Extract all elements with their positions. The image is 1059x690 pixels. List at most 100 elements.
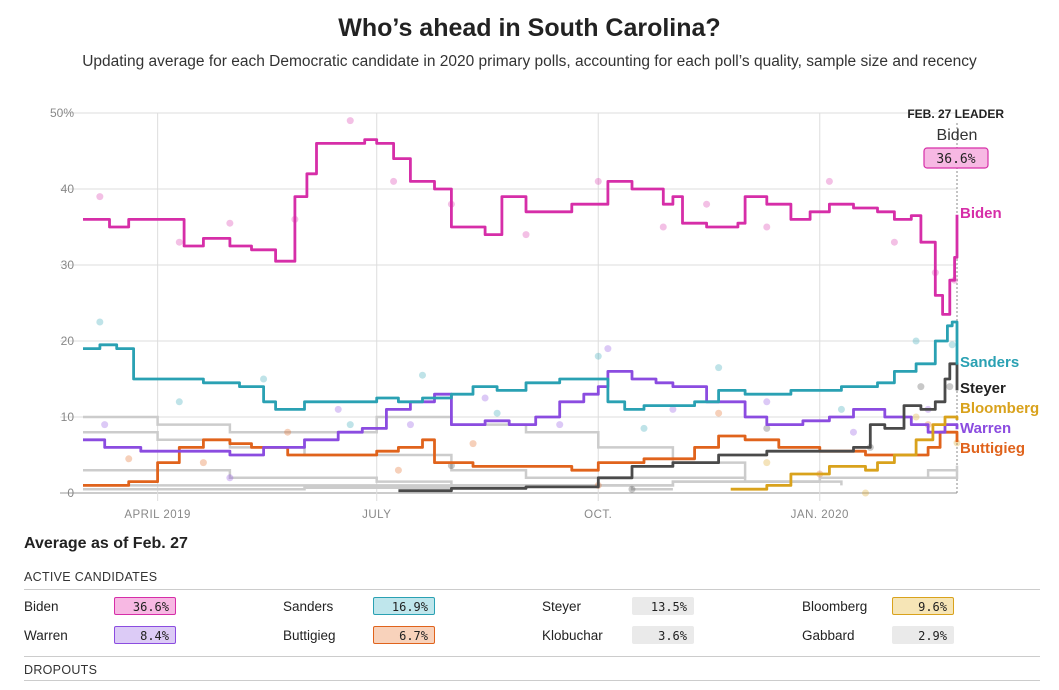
candidate-row: Biden 36.6% Sanders 16.9% Steyer 13.5% Bloombe… [24,596,1040,618]
poll-average-chart[interactable]: 0 10 20 30 40 50% APRIL 2019 JULY OCT. JAN. 2020 B… [0,95,1059,530]
poll-dot[interactable] [890,238,898,246]
candidate-series-lines [83,138,959,493]
poll-dot[interactable] [125,455,133,463]
poll-dot[interactable] [594,177,602,185]
poll-dot[interactable] [284,428,292,436]
grid-lines [60,112,958,501]
leader-heading: FEB. 27 LEADER [907,107,1004,121]
series-line-biden[interactable] [83,138,959,316]
poll-dot[interactable] [825,177,833,185]
poll-dot[interactable] [763,223,771,231]
poll-dot[interactable] [522,231,530,239]
poll-dot[interactable] [669,405,677,413]
poll-dot[interactable] [594,352,602,360]
candidate-average-badge: 2.9% [892,626,954,644]
poll-dot[interactable] [948,341,956,349]
chart-title: Who’s ahead in South Carolina? [338,14,721,42]
leader-value: 36.6% [936,152,975,167]
candidate-average-badge: 9.6% [892,597,954,615]
poll-dot[interactable] [406,421,414,429]
end-label-sanders: Sanders [960,354,1019,371]
dropouts-heading[interactable]: DROPOUTS [24,663,98,677]
poll-dot[interactable] [101,421,109,429]
candidate-name: Biden [24,599,59,614]
poll-dot[interactable] [715,409,723,417]
y-tick-label: 20 [61,334,75,348]
poll-dot[interactable] [481,394,489,402]
leader-callout: FEB. 27 LEADER Biden 36.6% [907,107,1004,169]
candidate-average-badge: 6.7% [373,626,435,644]
poll-dot[interactable] [260,375,268,383]
poll-dot[interactable] [862,489,870,497]
x-tick-label: OCT. [584,509,612,521]
poll-dot[interactable] [346,421,354,429]
candidate-average-badge: 36.6% [114,597,176,615]
poll-dot[interactable] [390,177,398,185]
series-line-steyer[interactable] [398,362,959,493]
poll-dot[interactable] [953,439,961,447]
candidate-name: Sanders [283,599,334,614]
candidate-row: Warren 8.4% Buttigieg 6.7% Klobuchar 3.6% Gabb… [24,625,1040,647]
candidate-name: Bloomberg [802,599,868,614]
poll-dot[interactable] [394,466,402,474]
candidate-name: Warren [24,628,68,643]
poll-dot[interactable] [763,459,771,467]
y-tick-label: 30 [61,258,75,272]
poll-dot[interactable] [715,364,723,372]
leader-name: Biden [937,127,978,144]
end-label-buttigieg: Buttigieg [960,440,1025,457]
poll-dot[interactable] [96,193,104,201]
poll-dot[interactable] [763,398,771,406]
poll-dot[interactable] [175,238,183,246]
poll-dots [96,117,961,497]
poll-dot[interactable] [628,485,636,493]
leader-value-box [923,147,989,169]
series-line-booker[interactable] [83,430,843,486]
poll-dot[interactable] [469,440,477,448]
x-tick-label: APRIL 2019 [124,509,191,521]
divider [24,589,1040,590]
poll-dot[interactable] [763,424,771,432]
poll-dot[interactable] [175,398,183,406]
poll-dot[interactable] [849,428,857,436]
candidate-average-badge: 13.5% [632,597,694,615]
series-line-sanders[interactable] [83,320,959,411]
summary-heading: Average as of Feb. 27 [24,535,188,552]
series-line-gabbard[interactable] [83,471,959,491]
poll-dot[interactable] [418,371,426,379]
poll-dot[interactable] [334,405,342,413]
y-tick-label: 0 [67,486,74,500]
divider [24,656,1040,657]
poll-dot[interactable] [837,405,845,413]
candidate-name: Klobuchar [542,628,603,643]
series-line-warren[interactable] [83,370,959,457]
candidate-average-badge: 8.4% [114,626,176,644]
y-tick-label: 10 [61,410,75,424]
candidate-average-badge: 3.6% [632,626,694,644]
poll-dot[interactable] [556,421,564,429]
poll-dot[interactable] [346,117,354,125]
candidate-name: Steyer [542,599,582,614]
dropout-series-lines [83,415,959,491]
poll-dot[interactable] [912,337,920,345]
poll-dot[interactable] [96,318,104,326]
series-line-bloomberg[interactable] [730,415,959,491]
poll-dot[interactable] [226,474,234,482]
axis-and-end-labels: 0 10 20 30 40 50% APRIL 2019 JULY OCT. JAN. 2020 B… [50,106,1039,521]
poll-dot[interactable] [917,383,925,391]
poll-dot[interactable] [604,345,612,353]
series-line-orourke[interactable] [83,468,673,491]
poll-dot[interactable] [640,424,648,432]
poll-dot[interactable] [912,413,920,421]
poll-dot[interactable] [199,459,207,467]
end-label-biden: Biden [960,205,1002,222]
poll-dot[interactable] [659,223,667,231]
end-label-bloomberg: Bloomberg [960,400,1039,417]
poll-dot[interactable] [703,200,711,208]
divider [24,680,1040,681]
candidate-average-badge: 16.9% [373,597,435,615]
poll-dot[interactable] [493,409,501,417]
end-label-warren: Warren [960,420,1011,437]
poll-dot[interactable] [226,219,234,227]
poll-dot[interactable] [946,383,954,391]
